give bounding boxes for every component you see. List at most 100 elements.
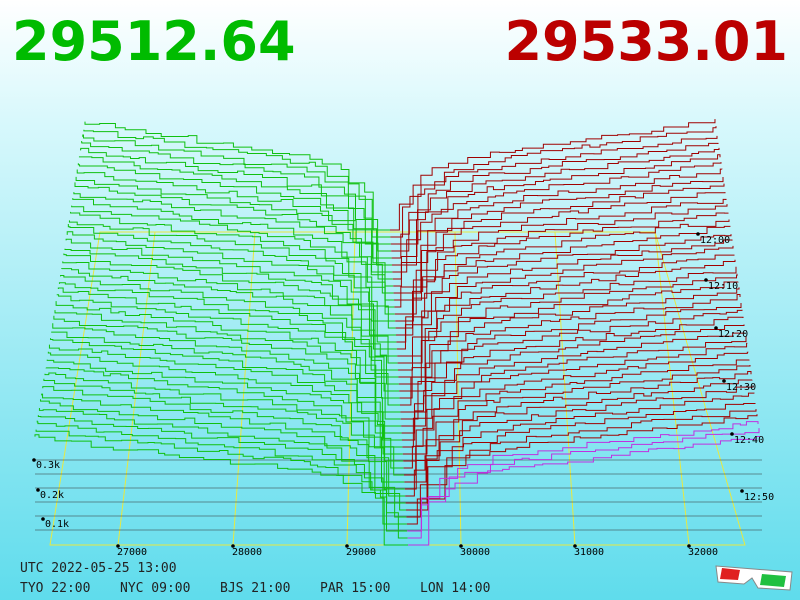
ask-depth [390, 135, 718, 245]
ask-depth [397, 254, 735, 364]
bid-depth [82, 134, 391, 245]
tick-dot [345, 544, 349, 548]
time-label: 12:30 [726, 382, 756, 393]
ask-depth [402, 332, 746, 441]
tick-dot [704, 278, 708, 282]
bid-depth [55, 301, 401, 413]
time-label: 12:40 [734, 435, 764, 446]
bid-depth [66, 231, 397, 343]
ask-depth [394, 192, 726, 301]
bid-depth [68, 220, 396, 329]
volume-label: 0.1k [45, 519, 69, 530]
bid-depth [51, 331, 402, 441]
bid-depth [56, 294, 400, 406]
ask-depth [394, 204, 728, 315]
zone-clock: LON 14:00 [420, 581, 490, 596]
bid-depth [81, 141, 392, 252]
bid-depth [71, 205, 395, 315]
bid-depth [80, 147, 392, 259]
ask-depth [407, 421, 759, 532]
ask-depth [393, 183, 725, 294]
ask-depth [391, 147, 720, 259]
bid-depth [76, 169, 393, 280]
ask-depth [394, 198, 727, 308]
grid-line [346, 231, 356, 546]
grid-line [232, 231, 256, 546]
bid-depth [58, 282, 400, 392]
price-label: 30000 [460, 547, 490, 558]
bid-depth [41, 393, 406, 504]
ask-depth [399, 287, 740, 399]
ask-depth [400, 309, 743, 420]
ask-depth [401, 324, 745, 434]
time-label: 12:10 [708, 281, 738, 292]
ask-depth [403, 351, 749, 462]
tick-dot [41, 517, 45, 521]
bid-depth [42, 386, 406, 497]
ask-depth [392, 154, 721, 266]
ask-depth [396, 225, 731, 336]
ask-depth [395, 219, 730, 329]
ask-depth [397, 245, 734, 357]
price-label: 32000 [688, 547, 718, 558]
bid-depth [83, 129, 391, 238]
depth-lines [34, 119, 761, 546]
ask-depth [402, 342, 748, 455]
ask-depth [398, 259, 736, 371]
bid-depth [34, 434, 408, 546]
price-label: 28000 [232, 547, 262, 558]
ask-depth [392, 162, 722, 273]
grid-line [554, 231, 576, 546]
bid-depth [62, 261, 398, 371]
ask-depth [405, 385, 754, 497]
bid-depth [50, 338, 403, 448]
bid-depth [43, 378, 405, 490]
ask-depth [391, 142, 719, 252]
ask-depth [400, 293, 741, 406]
bid-depth [75, 176, 394, 287]
ask-depth [393, 177, 724, 287]
ask-price: 29533.01 [504, 10, 788, 73]
zone-clock: TYO 22:00 [20, 581, 90, 596]
bid-depth [54, 310, 401, 420]
bid-depth [60, 274, 399, 385]
bid-depth [84, 121, 390, 231]
ask-depth [390, 126, 717, 238]
bid-depth [35, 429, 408, 539]
bid-depth [40, 399, 406, 511]
bid-depth [63, 253, 398, 364]
tick-dot [687, 544, 691, 548]
zone-clock: NYC 09:00 [120, 581, 190, 596]
tick-dot [730, 432, 734, 436]
bid-depth [52, 323, 402, 434]
ask-depth [396, 234, 732, 343]
bid-depth [65, 238, 397, 350]
bid-depth [73, 192, 394, 301]
bid-depth [61, 268, 399, 378]
tick-dot [740, 489, 744, 493]
utc-clock: UTC 2022-05-25 13:00 [20, 561, 177, 576]
grid-line [454, 231, 462, 546]
axis-labels: 27000 28000 29000 30000 31000 32000 12:00 12:10… [20, 232, 774, 596]
bid-depth [77, 163, 393, 273]
tick-dot [722, 379, 726, 383]
ask-depth [399, 281, 739, 392]
bid-depth [36, 420, 408, 532]
bid-depth [44, 372, 405, 483]
bid-depth [53, 315, 402, 427]
bid-depth [74, 182, 394, 294]
grid-line [654, 231, 690, 546]
bid-depth [48, 344, 403, 455]
tick-dot [714, 326, 718, 330]
ask-depth [404, 371, 752, 483]
bid-price: 29512.64 [12, 10, 296, 73]
tick-dot [696, 232, 700, 236]
ask-depth [395, 212, 729, 322]
bid-depth [45, 367, 404, 476]
bid-depth [47, 351, 404, 462]
bid-depth [70, 211, 396, 322]
ask-depth [390, 119, 716, 231]
ask-depth [400, 302, 742, 413]
ask-depth [407, 428, 760, 539]
